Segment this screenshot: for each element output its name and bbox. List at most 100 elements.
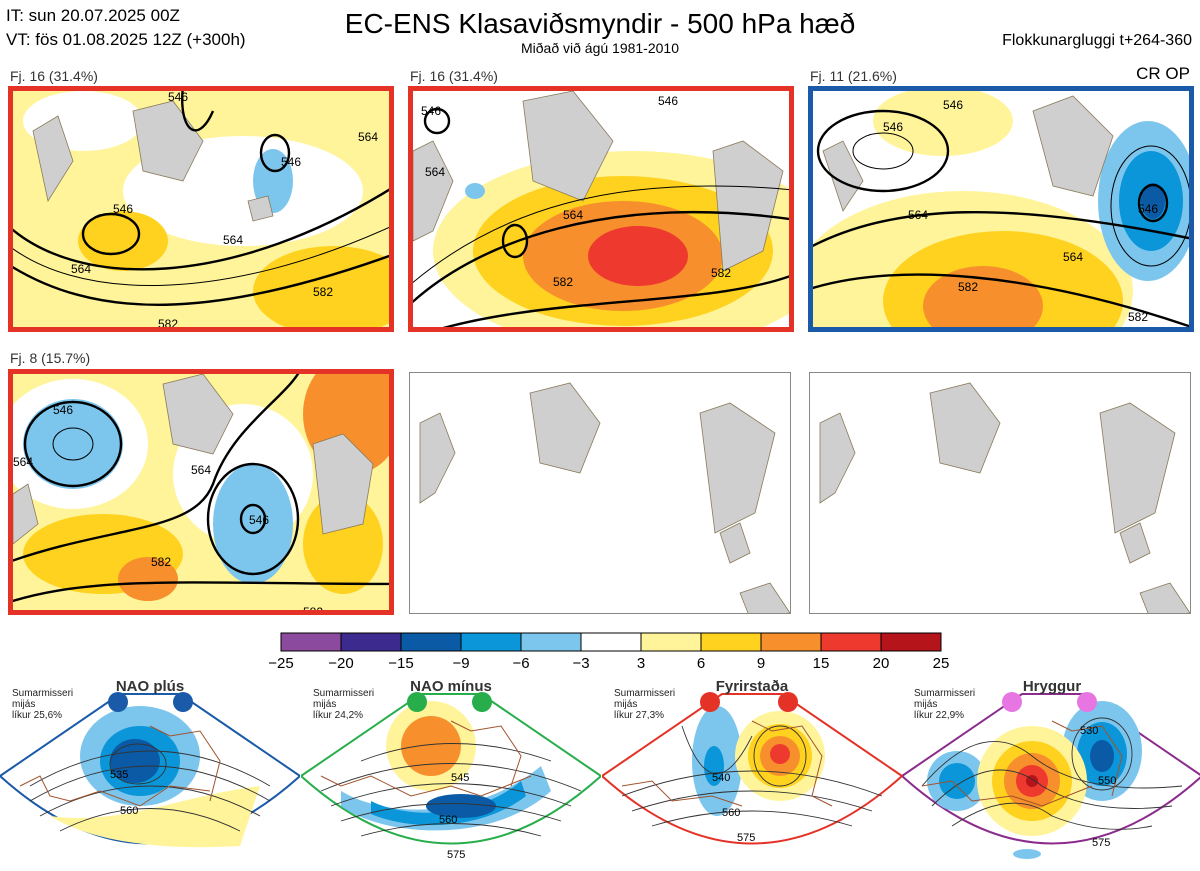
colorbar-tick: 9 — [756, 655, 766, 672]
regime-season: Sumarmisseri — [12, 688, 74, 699]
colorbar-tick: 15 — [812, 655, 830, 672]
regime-contour-label: 535 — [110, 769, 128, 781]
regime-marker — [108, 692, 128, 712]
regime-subset: mijás — [914, 699, 938, 710]
contour-label: 582 — [303, 605, 323, 610]
regime-season: Sumarmisseri — [313, 688, 375, 699]
regime-marker — [472, 692, 492, 712]
colorbar-swatch — [400, 632, 462, 652]
regime-contour-label: 540 — [712, 772, 730, 784]
contour-label: 546 — [658, 94, 678, 108]
classification-window: Flokkunargluggi t+264-360 — [1002, 32, 1192, 49]
cr-op-label: CR OP — [1136, 64, 1190, 83]
colorbar-tick: 6 — [696, 655, 706, 672]
regime-nao-plus: 535 560 NAO plús Sumarmisseri mijás líku… — [0, 676, 300, 871]
panel-label-2: Fj. 16 (31.4%) — [410, 68, 498, 84]
page-title: EC-ENS Klasaviðsmyndir - 500 hPa hæð — [344, 8, 856, 39]
regime-contour-label: 560 — [439, 814, 457, 826]
colorbar-swatch — [580, 632, 642, 652]
colorbar-swatch — [880, 632, 942, 652]
contour-label: 582 — [158, 317, 178, 327]
regime-blocking: 540 560 575 Fyrirstaða Sumarmisseri mijá… — [602, 676, 902, 871]
contour-label: 564 — [71, 262, 91, 276]
colorbar-swatch — [700, 632, 762, 652]
contour-label: 564 — [191, 463, 211, 477]
colorbar-tick: −3 — [572, 655, 590, 672]
regime-probability: líkur 22,9% — [914, 710, 965, 721]
contour-label: 546 — [281, 155, 301, 169]
regime-probability: líkur 24,2% — [313, 710, 364, 721]
contour-label: 564 — [223, 233, 243, 247]
contour-label: 564 — [358, 130, 378, 144]
regime-subset: mijás — [313, 699, 337, 710]
colorbar-tick: −6 — [512, 655, 530, 672]
regime-probability: líkur 25,6% — [12, 710, 63, 721]
contour-label: 582 — [958, 280, 978, 294]
empty-cluster-map-5 — [409, 372, 791, 614]
regime-contour-label: 560 — [722, 807, 740, 819]
contour-label: 582 — [1128, 310, 1148, 324]
regime-info: Sumarmisseri mijás líkur 22,9% — [914, 688, 975, 721]
contour-label: 546 — [943, 98, 963, 112]
contour-label: 546 — [1138, 202, 1158, 216]
regime-contour-label: 545 — [451, 772, 469, 784]
regime-contour-label: 550 — [1098, 775, 1116, 787]
contour-label: 546 — [113, 202, 133, 216]
regime-contour-label: 575 — [737, 832, 755, 844]
contour-label: 546 — [249, 513, 269, 527]
colorbar-swatch — [460, 632, 522, 652]
regime-marker — [700, 692, 720, 712]
regime-title: Hryggur — [1022, 678, 1082, 695]
colorbar-tick: −25 — [268, 655, 294, 672]
contour-label: 582 — [553, 275, 573, 289]
cluster-map-1: 546 546 546 564 564 564 582 582 — [8, 86, 394, 332]
contour-label: 564 — [908, 208, 928, 222]
contour-label: 546 — [168, 91, 188, 104]
regime-probability: líkur 27,3% — [614, 710, 665, 721]
colorbar-swatch — [640, 632, 702, 652]
regime-marker — [778, 692, 798, 712]
contour-label: 564 — [563, 208, 583, 222]
contour-label: 546 — [421, 104, 441, 118]
colorbar-tick: 20 — [872, 655, 890, 672]
colorbar-swatch — [340, 632, 402, 652]
regime-season: Sumarmisseri — [614, 688, 676, 699]
regime-subset: mijás — [614, 699, 638, 710]
regime-marker — [1002, 692, 1022, 712]
colorbar-swatch — [520, 632, 582, 652]
regime-season: Sumarmisseri — [914, 688, 976, 699]
contour-label: 546 — [53, 403, 73, 417]
regime-info: Sumarmisseri mijás líkur 24,2% — [313, 688, 374, 721]
panel-label-3: Fj. 11 (21.6%) — [810, 68, 897, 84]
regime-contour-label: 575 — [1092, 837, 1110, 849]
regime-title: NAO mínus — [410, 678, 492, 695]
cluster-map-4: 546 546 564 564 582 582 — [8, 369, 394, 615]
contour-label: 582 — [313, 285, 333, 299]
regime-marker — [173, 692, 193, 712]
colorbar-swatch — [760, 632, 822, 652]
contour-label: 564 — [13, 455, 33, 469]
panel-label-1: Fj. 16 (31.4%) — [10, 68, 98, 84]
regime-contour-label: 560 — [120, 805, 138, 817]
colorbar — [280, 632, 942, 652]
contour-label: 564 — [1063, 250, 1083, 264]
colorbar-swatch — [820, 632, 882, 652]
regime-subset: mijás — [12, 699, 36, 710]
colorbar-ticks: −25 −20 −15 −9 −6 −3 3 6 9 15 20 25 — [240, 655, 980, 675]
contour-label: 582 — [151, 555, 171, 569]
panel-label-4: Fj. 8 (15.7%) — [10, 350, 91, 366]
regime-info: Sumarmisseri mijás líkur 25,6% — [12, 688, 73, 721]
regime-contour-label: 530 — [1080, 725, 1098, 737]
contour-label: 582 — [711, 266, 731, 280]
empty-cluster-map-6 — [809, 372, 1191, 614]
regime-title: NAO plús — [115, 678, 185, 695]
colorbar-tick: −20 — [328, 655, 354, 672]
colorbar-tick: −15 — [388, 655, 414, 672]
colorbar-tick: −9 — [452, 655, 470, 672]
valid-time: VT: fös 01.08.2025 12Z (+300h) — [6, 30, 246, 49]
regime-marker — [1077, 692, 1097, 712]
regime-marker — [407, 692, 427, 712]
regime-info: Sumarmisseri mijás líkur 27,3% — [614, 688, 675, 721]
colorbar-swatch — [280, 632, 342, 652]
init-time: IT: sun 20.07.2025 00Z — [6, 6, 180, 25]
